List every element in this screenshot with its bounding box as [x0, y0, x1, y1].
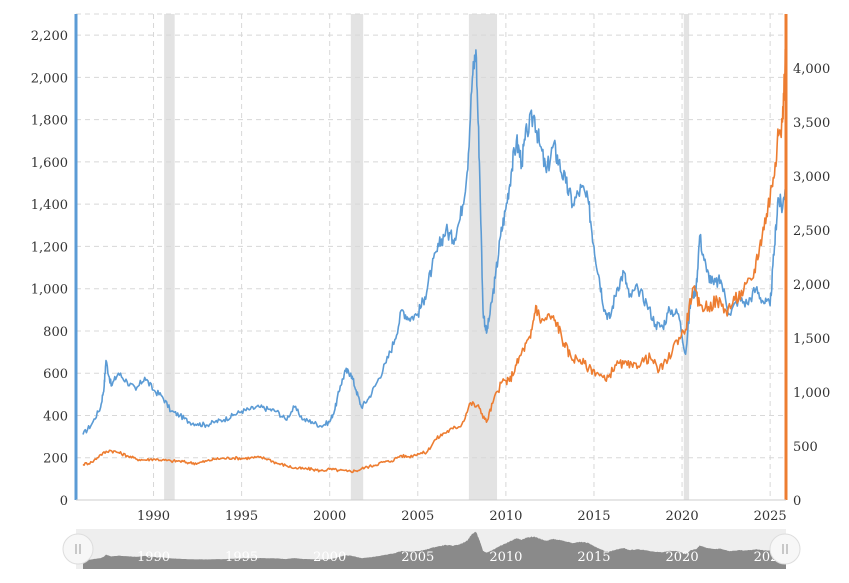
left-tick-label: 2,000: [31, 71, 68, 86]
right-axis-ticks: 0 500 1,000 1,500 2,000 2,500 3,000 3,500 4,000: [793, 62, 830, 509]
right-tick-label: 4,000: [793, 62, 830, 77]
recession-band: [468, 14, 498, 500]
navigator-left-handle[interactable]: [62, 533, 94, 565]
navigator-label: 2020: [666, 550, 699, 565]
left-axis-ticks: 0 200 400 600 800 1,000 1,200 1,400 1,600 1,800 2,…: [31, 29, 68, 509]
grid: [76, 13, 786, 500]
recession-band: [350, 14, 364, 500]
left-tick-label: 2,200: [31, 29, 68, 44]
navigator-label: 2000: [313, 550, 346, 565]
navigator-label: 2005: [401, 550, 434, 565]
x-tick-label: 2000: [313, 509, 346, 524]
navigator-label: 2010: [489, 550, 522, 565]
x-tick-label: 2005: [401, 509, 434, 524]
right-tick-label: 3,000: [793, 170, 830, 185]
navigator[interactable]: 1990 1995 2000 2005 2010 2015 2020 2025: [62, 529, 801, 569]
left-tick-label: 1,200: [31, 240, 68, 255]
right-tick-label: 2,500: [793, 224, 830, 239]
right-tick-label: 500: [793, 440, 818, 455]
left-tick-label: 600: [43, 367, 68, 382]
right-tick-label: 1,000: [793, 386, 830, 401]
axes: [74, 14, 788, 501]
left-tick-label: 1,400: [31, 198, 68, 213]
navigator-label: 1990: [137, 550, 170, 565]
recession-band: [164, 14, 175, 500]
navigator-label: 1995: [225, 550, 258, 565]
x-tick-label: 2010: [489, 509, 522, 524]
x-tick-label: 2015: [577, 509, 610, 524]
x-tick-label: 1995: [225, 509, 258, 524]
right-tick-label: 2,000: [793, 278, 830, 293]
series-lines: [82, 43, 787, 474]
recession-band: [683, 14, 690, 500]
right-tick-label: 3,500: [793, 116, 830, 131]
x-axis-ticks: 1990 1995 2000 2005 2010 2015 2020 2025: [137, 509, 787, 524]
left-tick-label: 1,800: [31, 114, 68, 129]
navigator-series-area: [83, 531, 786, 569]
x-tick-label: 1990: [137, 509, 170, 524]
right-tick-label: 0: [793, 494, 801, 509]
left-tick-label: 200: [43, 452, 68, 467]
navigator-labels: 1990 1995 2000 2005 2010 2015 2020 2025: [137, 550, 787, 565]
right-tick-label: 1,500: [793, 332, 830, 347]
series-line-right: [82, 43, 787, 474]
left-tick-label: 0: [60, 494, 68, 509]
series-line-left: [82, 49, 787, 435]
x-tick-label: 2020: [666, 509, 699, 524]
recession-bands: [164, 14, 690, 500]
left-tick-label: 800: [43, 325, 68, 340]
left-tick-label: 1,000: [31, 283, 68, 298]
x-tick-label: 2025: [754, 509, 787, 524]
navigator-right-handle[interactable]: [769, 533, 801, 565]
left-tick-label: 400: [43, 409, 68, 424]
left-tick-label: 1,600: [31, 156, 68, 171]
navigator-label: 2015: [577, 550, 610, 565]
